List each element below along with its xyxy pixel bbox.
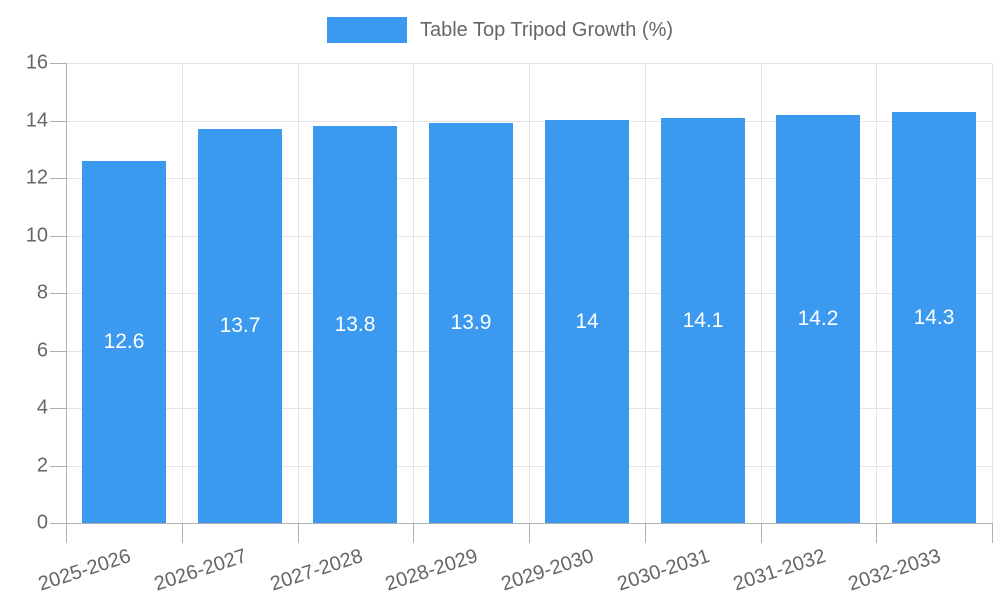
legend-label: Table Top Tripod Growth (%) — [419, 18, 674, 41]
y-axis-label: 14 — [25, 109, 48, 132]
x-axis-label: 2027-2028 — [267, 545, 366, 596]
x-tick-mark — [413, 523, 414, 543]
x-axis-label: 2031-2032 — [730, 545, 829, 596]
x-gridline — [182, 63, 183, 523]
y-axis-label: 10 — [25, 224, 48, 247]
y-axis-label: 8 — [36, 281, 48, 304]
bar[interactable] — [892, 112, 976, 523]
x-tick-mark — [761, 523, 762, 543]
y-tick-mark — [50, 236, 66, 237]
bar[interactable] — [198, 129, 282, 523]
x-tick-mark — [529, 523, 530, 543]
x-gridline — [298, 63, 299, 523]
x-tick-mark — [876, 523, 877, 543]
y-axis-label: 6 — [36, 339, 48, 362]
x-gridline — [645, 63, 646, 523]
x-axis-label: 2029-2030 — [498, 545, 597, 596]
x-axis-label: 2025-2026 — [35, 545, 134, 596]
y-tick-mark — [50, 178, 66, 179]
y-axis-label: 4 — [36, 396, 48, 419]
x-gridline — [992, 63, 993, 523]
x-axis-label: 2030-2031 — [614, 545, 713, 596]
y-tick-mark — [50, 523, 66, 524]
bar[interactable] — [661, 118, 745, 523]
y-tick-mark — [50, 466, 66, 467]
y-tick-mark — [50, 121, 66, 122]
bar[interactable] — [82, 161, 166, 523]
x-axis-label: 2026-2027 — [151, 545, 250, 596]
y-axis-line — [66, 63, 67, 523]
x-gridline — [413, 63, 414, 523]
bar[interactable] — [313, 126, 397, 523]
x-axis-line — [66, 523, 992, 524]
x-tick-mark — [645, 523, 646, 543]
y-tick-mark — [50, 63, 66, 64]
y-tick-mark — [50, 293, 66, 294]
y-axis-label: 0 — [36, 511, 48, 534]
x-axis-label: 2028-2029 — [383, 545, 481, 596]
chart-legend[interactable]: Table Top Tripod Growth (%) — [0, 17, 1000, 43]
x-tick-mark — [298, 523, 299, 543]
y-tick-mark — [50, 351, 66, 352]
y-axis-label: 2 — [36, 454, 48, 477]
x-gridline — [529, 63, 530, 523]
x-gridline — [876, 63, 877, 523]
x-gridline — [761, 63, 762, 523]
y-tick-mark — [50, 408, 66, 409]
bar[interactable] — [545, 120, 629, 523]
y-axis-label: 16 — [25, 51, 48, 74]
bar[interactable] — [429, 123, 513, 523]
x-tick-mark — [182, 523, 183, 543]
x-tick-mark — [66, 523, 67, 543]
x-tick-mark — [992, 523, 993, 543]
y-axis-label: 12 — [25, 166, 48, 189]
x-axis-label: 2032-2033 — [846, 545, 944, 596]
bar[interactable] — [776, 115, 860, 523]
legend-swatch — [326, 17, 407, 43]
